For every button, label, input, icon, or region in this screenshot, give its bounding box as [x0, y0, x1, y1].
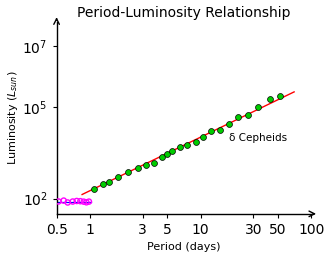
Point: [246, 113, 251, 117]
Point: [61, 199, 66, 203]
Point: [255, 105, 261, 109]
Point: [193, 139, 198, 143]
Point: [92, 187, 97, 191]
Point: [177, 144, 182, 149]
Text: RR Lyraes: RR Lyraes: [0, 257, 1, 258]
X-axis label: Period (days): Period (days): [147, 243, 221, 252]
Point: [115, 175, 121, 179]
Y-axis label: Luminosity ($L_{sun}$): Luminosity ($L_{sun}$): [6, 71, 19, 165]
Point: [151, 161, 157, 165]
Point: [65, 200, 70, 205]
Point: [200, 135, 206, 139]
Text: δ Cepheids: δ Cepheids: [229, 133, 287, 143]
Title: Period-Luminosity Relationship: Period-Luminosity Relationship: [77, 6, 291, 20]
Point: [86, 199, 91, 204]
Point: [70, 199, 75, 204]
Point: [277, 94, 282, 98]
Point: [125, 170, 130, 174]
Point: [84, 200, 89, 204]
Point: [100, 181, 105, 186]
Point: [226, 122, 231, 126]
Point: [107, 180, 112, 184]
Point: [169, 149, 175, 154]
Point: [74, 199, 79, 203]
Point: [217, 128, 223, 132]
Point: [209, 129, 214, 133]
Point: [135, 166, 140, 170]
Point: [236, 115, 241, 119]
Point: [184, 142, 189, 147]
Point: [56, 199, 61, 204]
Point: [78, 199, 83, 203]
Point: [143, 163, 148, 167]
Point: [267, 96, 272, 101]
Point: [81, 200, 86, 204]
Point: [165, 152, 170, 156]
Point: [159, 155, 165, 159]
